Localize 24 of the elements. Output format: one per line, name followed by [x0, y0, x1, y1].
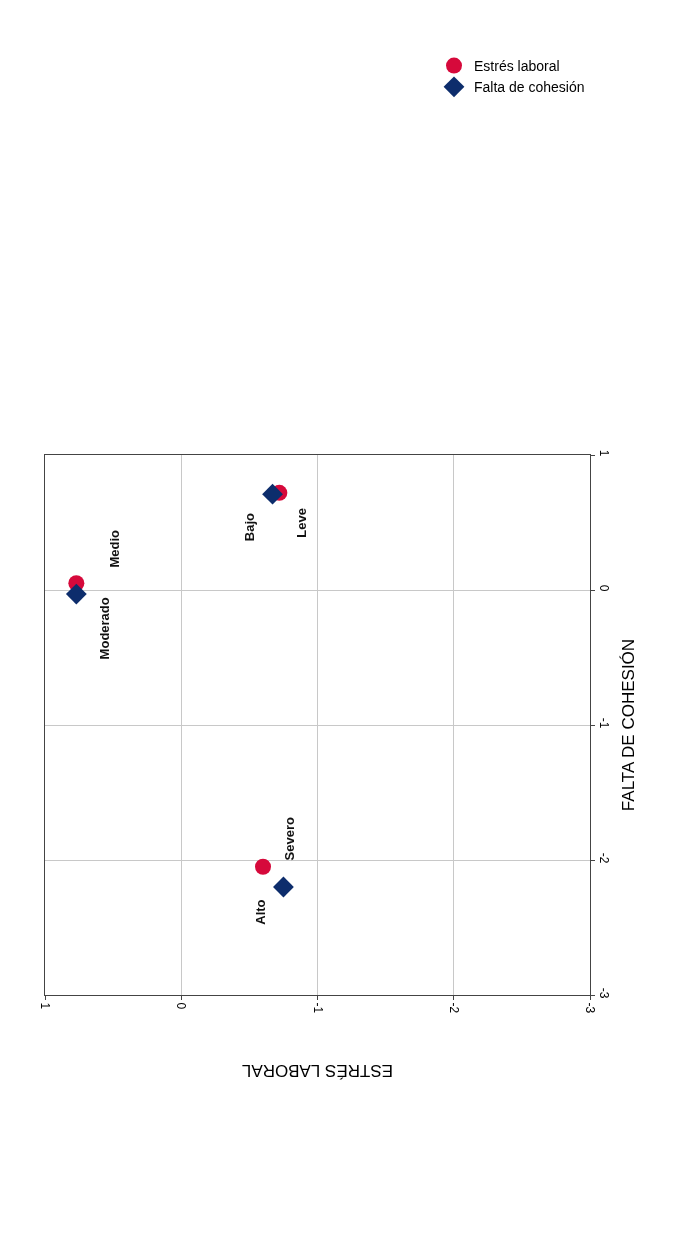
- annotation: Medio: [107, 529, 123, 568]
- x-tick-label: -1: [310, 1002, 325, 1014]
- point: [255, 858, 271, 875]
- x-tick-label: 1: [38, 1002, 53, 1010]
- y-tick-label: 1: [596, 449, 611, 457]
- y-tick-label: -1: [596, 717, 611, 729]
- annotation: Bajo: [241, 512, 257, 542]
- point: [65, 583, 87, 605]
- point: [273, 876, 294, 898]
- y-tick-label: -3: [596, 987, 611, 999]
- point: [262, 483, 283, 505]
- annotation: Moderado: [97, 597, 113, 660]
- legend-label: Falta de cohesión: [474, 79, 585, 96]
- x-tick-label: -2: [446, 1002, 461, 1014]
- legend-label: Estrés laboral: [474, 58, 560, 75]
- x-tick-label: -3: [583, 1002, 598, 1014]
- annotation: Severo: [282, 817, 298, 861]
- annotation: Leve: [294, 508, 310, 538]
- x-axis-title: ESTRÉS LABORAL: [241, 1060, 393, 1080]
- x-tick-label: 0: [174, 1002, 189, 1010]
- annotation: Alto: [253, 899, 269, 925]
- y-tick-label: 0: [596, 584, 611, 592]
- y-tick-label: -2: [596, 852, 611, 864]
- y-axis-title: FALTA DE COHESIÓN: [619, 638, 639, 812]
